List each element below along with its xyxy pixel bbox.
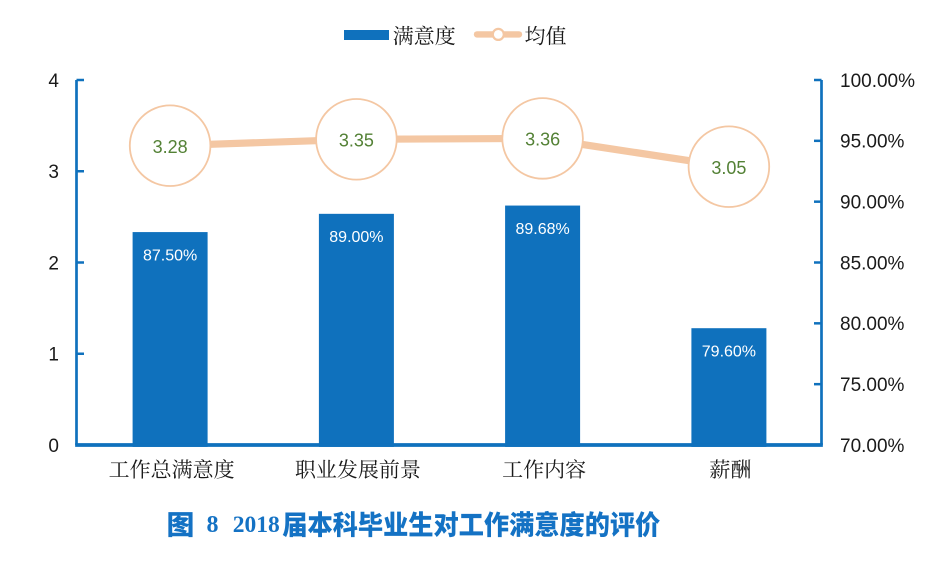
svg-text:87.50%: 87.50%: [143, 247, 197, 264]
svg-text:85.00%: 85.00%: [840, 253, 905, 274]
svg-text:100.00%: 100.00%: [840, 71, 915, 92]
svg-text:3.05: 3.05: [711, 158, 746, 178]
svg-text:80.00%: 80.00%: [840, 314, 905, 335]
svg-text:2018: 2018: [233, 512, 280, 538]
svg-text:3.28: 3.28: [153, 137, 188, 157]
svg-text:3.36: 3.36: [525, 130, 560, 150]
svg-text:2: 2: [48, 253, 59, 274]
svg-text:3: 3: [48, 162, 59, 183]
svg-text:79.60%: 79.60%: [702, 344, 756, 361]
svg-text:90.00%: 90.00%: [840, 192, 905, 213]
svg-text:0: 0: [48, 436, 59, 457]
svg-text:8: 8: [207, 512, 219, 538]
svg-text:1: 1: [48, 345, 59, 366]
svg-text:95.00%: 95.00%: [840, 132, 905, 153]
svg-text:3.35: 3.35: [339, 131, 374, 151]
svg-text:89.00%: 89.00%: [329, 229, 383, 246]
svg-text:75.00%: 75.00%: [840, 375, 905, 396]
svg-text:89.68%: 89.68%: [515, 221, 569, 238]
svg-text:4: 4: [48, 71, 59, 92]
svg-text:70.00%: 70.00%: [840, 436, 905, 457]
